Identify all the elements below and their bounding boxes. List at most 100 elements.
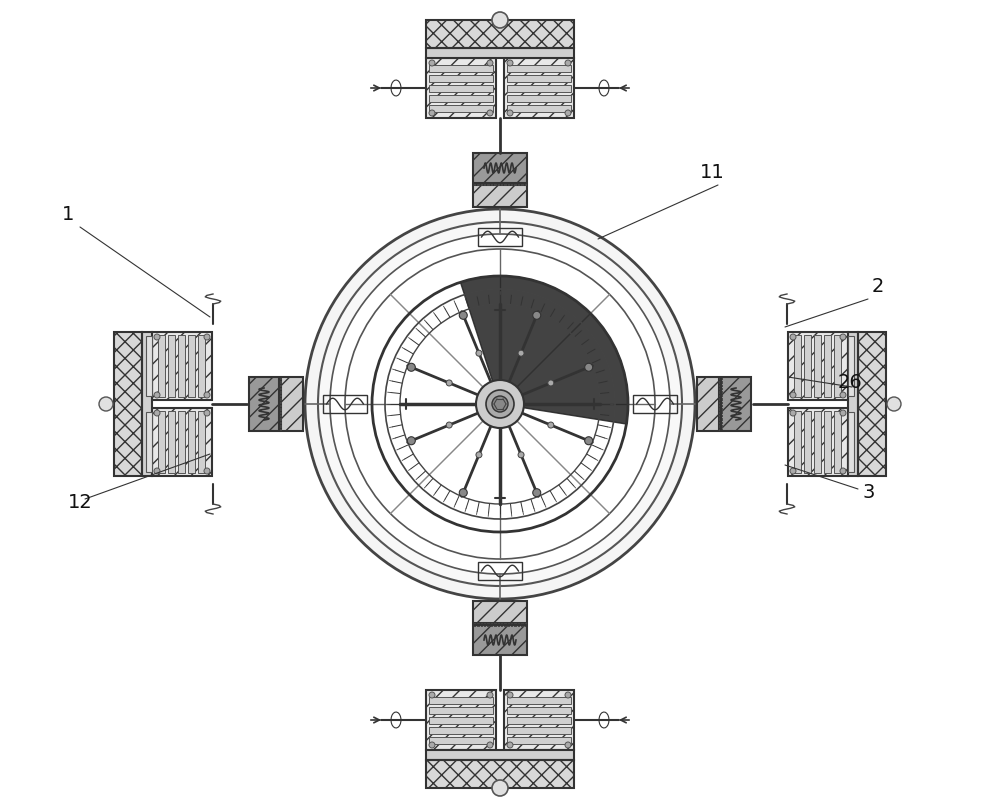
Bar	[848, 336, 854, 397]
Bar	[504, 690, 574, 750]
Circle shape	[204, 410, 210, 417]
Bar	[507, 697, 571, 704]
Circle shape	[492, 780, 508, 796]
Bar	[824, 411, 831, 474]
Bar	[178, 411, 185, 474]
Text: 26: 26	[838, 373, 863, 392]
Bar	[788, 409, 848, 476]
Circle shape	[518, 452, 524, 459]
Bar	[473, 626, 527, 655]
Circle shape	[840, 335, 846, 340]
Bar	[507, 717, 571, 724]
Circle shape	[507, 692, 513, 698]
Circle shape	[487, 111, 493, 117]
Bar	[794, 336, 801, 397]
Bar	[249, 377, 279, 431]
Circle shape	[790, 393, 796, 398]
Bar	[633, 396, 677, 414]
Circle shape	[204, 393, 210, 398]
Bar	[834, 411, 841, 474]
Bar	[507, 76, 571, 83]
Circle shape	[533, 489, 541, 497]
Bar	[146, 413, 152, 472]
Text: 1: 1	[62, 205, 74, 224]
Bar	[178, 336, 185, 397]
Circle shape	[492, 397, 508, 413]
Circle shape	[507, 111, 513, 117]
Bar	[426, 690, 496, 750]
Circle shape	[318, 222, 682, 586]
Bar	[146, 336, 152, 397]
Bar	[788, 332, 848, 401]
Bar	[429, 66, 493, 73]
Circle shape	[330, 234, 670, 574]
Bar	[323, 396, 367, 414]
Bar	[858, 332, 886, 476]
Circle shape	[840, 393, 846, 398]
Circle shape	[565, 111, 571, 117]
Text: 12: 12	[68, 492, 93, 512]
Bar	[426, 59, 496, 119]
Circle shape	[585, 364, 593, 372]
Bar	[152, 332, 212, 401]
Bar	[426, 21, 574, 49]
Bar	[473, 185, 527, 208]
Bar	[188, 411, 195, 474]
Bar	[426, 760, 574, 788]
Circle shape	[887, 397, 901, 411]
Bar	[794, 411, 801, 474]
Circle shape	[487, 692, 493, 698]
Bar	[858, 332, 886, 476]
Circle shape	[459, 312, 467, 320]
Bar	[473, 154, 527, 184]
Circle shape	[154, 468, 160, 475]
Bar	[473, 626, 527, 655]
Bar	[152, 409, 212, 476]
Bar	[152, 409, 212, 476]
Bar	[429, 106, 493, 113]
Circle shape	[840, 410, 846, 417]
Bar	[721, 377, 751, 431]
Text: 2: 2	[872, 277, 884, 296]
Circle shape	[204, 335, 210, 340]
Bar	[804, 336, 811, 397]
Circle shape	[429, 61, 435, 67]
Circle shape	[154, 410, 160, 417]
Circle shape	[476, 351, 482, 357]
Polygon shape	[460, 277, 628, 425]
Circle shape	[459, 489, 467, 497]
Bar	[429, 727, 493, 734]
Bar	[788, 409, 848, 476]
Bar	[788, 332, 848, 401]
Bar	[198, 411, 205, 474]
Circle shape	[429, 742, 435, 748]
Circle shape	[518, 351, 524, 357]
Bar	[504, 59, 574, 119]
Circle shape	[204, 468, 210, 475]
Bar	[426, 690, 496, 750]
Bar	[507, 727, 571, 734]
Circle shape	[486, 390, 514, 418]
Circle shape	[565, 742, 571, 748]
Bar	[168, 411, 175, 474]
Circle shape	[429, 111, 435, 117]
Circle shape	[345, 250, 655, 560]
Bar	[478, 562, 522, 581]
Bar	[429, 697, 493, 704]
Bar	[507, 106, 571, 113]
Circle shape	[446, 381, 452, 386]
Bar	[697, 377, 719, 431]
Circle shape	[305, 210, 695, 599]
Bar	[188, 336, 195, 397]
Bar	[478, 229, 522, 247]
Bar	[504, 690, 574, 750]
Bar	[429, 737, 493, 744]
Bar	[507, 707, 571, 714]
Circle shape	[407, 364, 415, 372]
Bar	[473, 601, 527, 623]
Circle shape	[154, 335, 160, 340]
Bar	[426, 21, 574, 49]
Bar	[814, 336, 821, 397]
Bar	[429, 86, 493, 93]
Bar	[281, 377, 303, 431]
